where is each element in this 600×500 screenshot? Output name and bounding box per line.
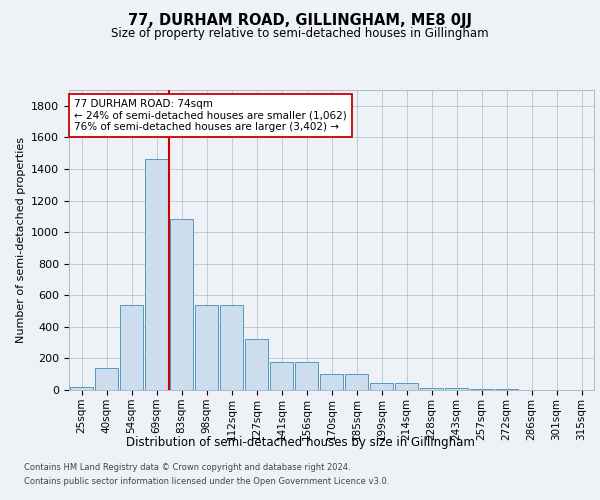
Bar	[295, 362, 318, 390]
Text: Contains HM Land Registry data © Crown copyright and database right 2024.: Contains HM Land Registry data © Crown c…	[24, 464, 350, 472]
Bar	[95, 368, 118, 390]
Bar	[120, 304, 143, 390]
Text: Size of property relative to semi-detached houses in Gillingham: Size of property relative to semi-detach…	[111, 28, 489, 40]
Text: 77, DURHAM ROAD, GILLINGHAM, ME8 0JJ: 77, DURHAM ROAD, GILLINGHAM, ME8 0JJ	[128, 12, 472, 28]
Bar	[420, 388, 443, 390]
Bar	[220, 304, 243, 390]
Bar	[495, 389, 518, 390]
Bar	[345, 374, 368, 390]
Bar	[270, 362, 293, 390]
Bar	[70, 387, 93, 390]
Bar	[470, 389, 493, 390]
Y-axis label: Number of semi-detached properties: Number of semi-detached properties	[16, 137, 26, 343]
Bar	[320, 374, 343, 390]
Text: Contains public sector information licensed under the Open Government Licence v3: Contains public sector information licen…	[24, 477, 389, 486]
Bar	[445, 388, 468, 390]
Bar	[170, 220, 193, 390]
Text: 77 DURHAM ROAD: 74sqm
← 24% of semi-detached houses are smaller (1,062)
76% of s: 77 DURHAM ROAD: 74sqm ← 24% of semi-deta…	[74, 99, 347, 132]
Bar	[195, 304, 218, 390]
Bar	[245, 340, 268, 390]
Bar	[145, 160, 168, 390]
Bar	[370, 384, 393, 390]
Bar	[395, 384, 418, 390]
Text: Distribution of semi-detached houses by size in Gillingham: Distribution of semi-detached houses by …	[125, 436, 475, 449]
